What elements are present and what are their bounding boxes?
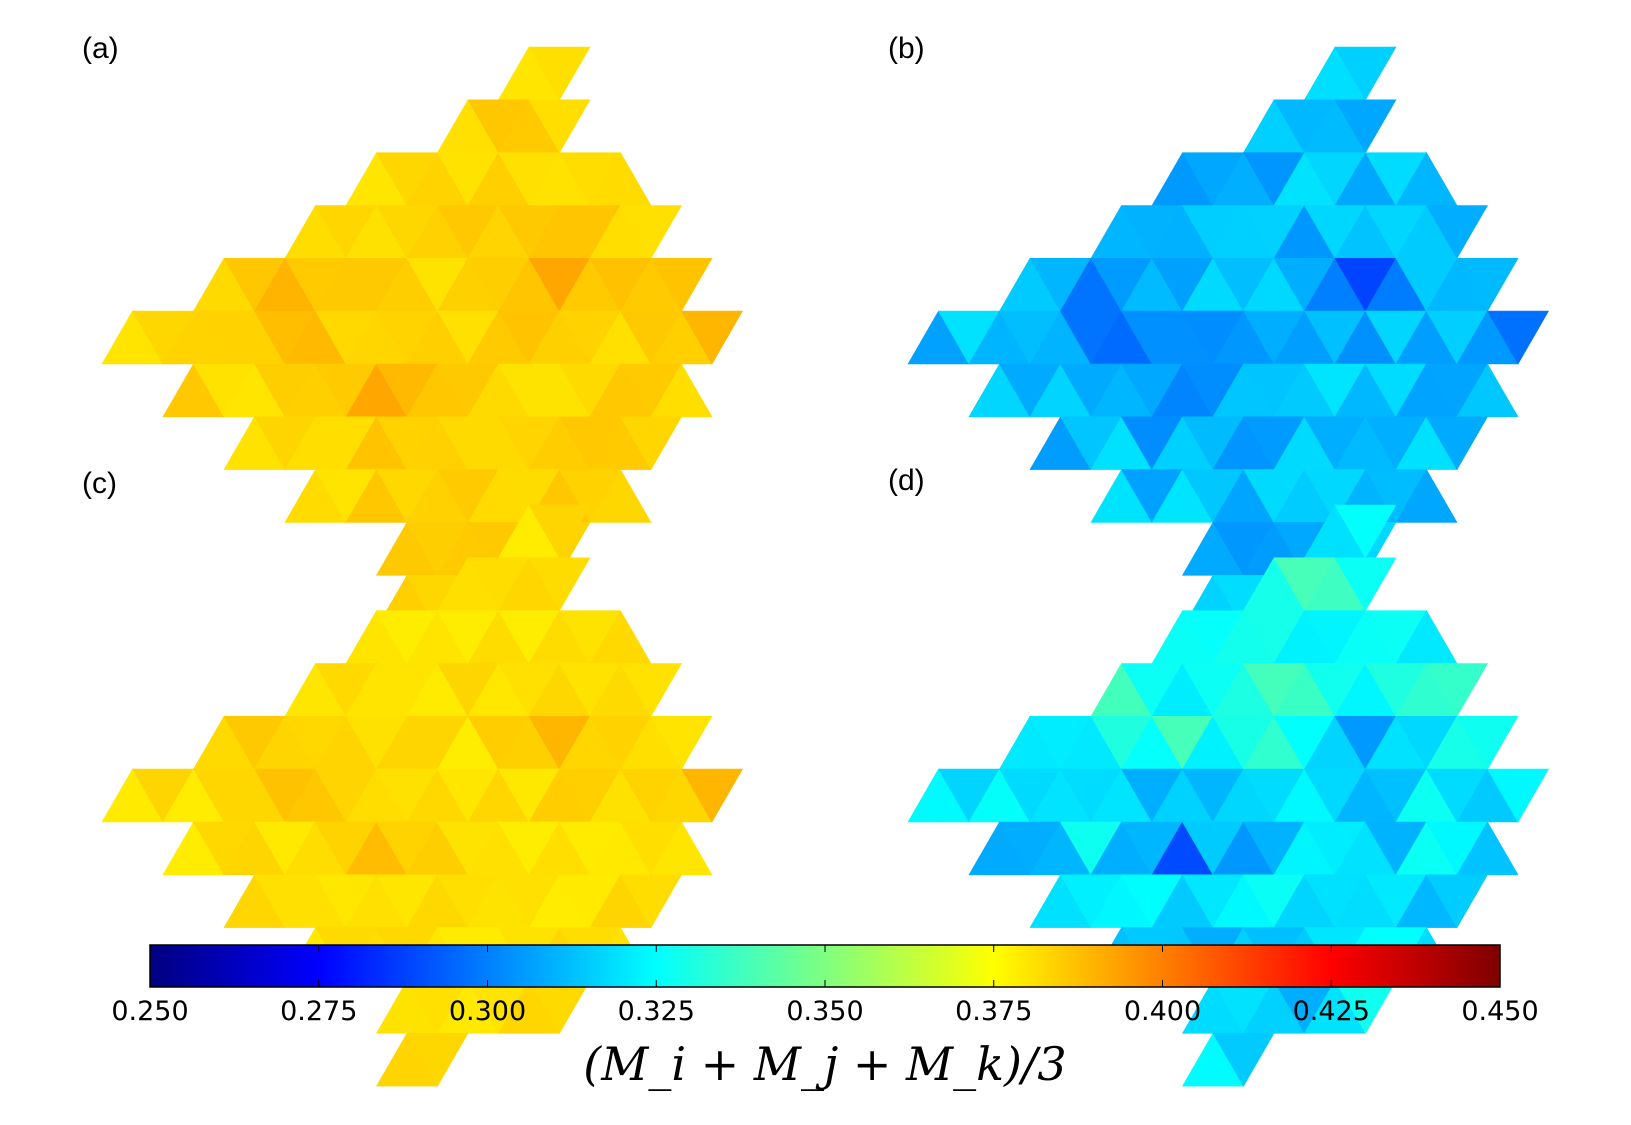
- lattice-cell: [1425, 416, 1489, 471]
- colorbar-tick-label: 0.375: [955, 996, 1032, 1027]
- lattice-cell: [589, 469, 652, 523]
- lattice-cell: [1486, 768, 1550, 823]
- lattice-cell: [1425, 663, 1489, 717]
- panel-c-label: (c): [82, 467, 117, 500]
- lattice-cell: [1456, 715, 1519, 770]
- lattice-cell: [1425, 205, 1489, 259]
- colorbar-label: (M_i + M_j + M_k)/3: [583, 1037, 1066, 1091]
- lattice-cell: [1212, 1033, 1275, 1087]
- lattice-cell: [1425, 874, 1489, 929]
- colorbar-tick-label: 0.300: [449, 996, 526, 1027]
- lattice-cell: [1486, 310, 1550, 365]
- colorbar-tick-label: 0.425: [1293, 996, 1370, 1027]
- lattice-cell: [528, 504, 591, 559]
- lattice-cell: [619, 205, 683, 259]
- lattice-cell: [528, 46, 591, 101]
- colorbar: 0.250 0.275 0.300 0.325 0.350 0.375 0.400 0.425…: [111, 944, 1539, 1091]
- lattice-cell: [406, 1033, 469, 1087]
- colorbar-tick-label: 0.275: [280, 996, 357, 1027]
- colorbar-tick-label: 0.325: [618, 996, 695, 1027]
- lattice-cell: [1334, 99, 1397, 154]
- lattice-cell: [619, 874, 683, 929]
- panel-a-label: (a): [82, 32, 119, 65]
- lattice-cell: [1334, 46, 1397, 101]
- colorbar-tick-label: 0.350: [786, 996, 863, 1027]
- panel-d-label: (d): [888, 464, 925, 497]
- panel-b-lattice: [907, 46, 1550, 629]
- lattice-cell: [1334, 504, 1397, 559]
- colorbar-ticks: 0.250 0.275 0.300 0.325 0.350 0.375 0.400 0.425…: [111, 945, 1539, 1027]
- colorbar-tick-label: 0.400: [1124, 996, 1201, 1027]
- lattice-cell: [1334, 557, 1397, 612]
- lattice-cell: [619, 416, 683, 471]
- lattice-cell: [528, 99, 591, 154]
- colorbar-tick-label: 0.250: [111, 996, 188, 1027]
- lattice-cell: [680, 310, 744, 365]
- lattice-cell: [619, 663, 683, 717]
- panel-a-lattice: [101, 46, 744, 629]
- panel-b-label: (b): [888, 32, 925, 65]
- lattice-cell: [650, 257, 713, 312]
- panel-b: (b): [888, 32, 1550, 629]
- panel-a: (a): [82, 32, 744, 629]
- colorbar-tick-label: 0.450: [1461, 996, 1538, 1027]
- lattice-cell: [680, 768, 744, 823]
- lattice-cell: [528, 557, 591, 612]
- lattice-cell: [1456, 257, 1519, 312]
- lattice-cell: [650, 715, 713, 770]
- lattice-cell: [1395, 469, 1458, 523]
